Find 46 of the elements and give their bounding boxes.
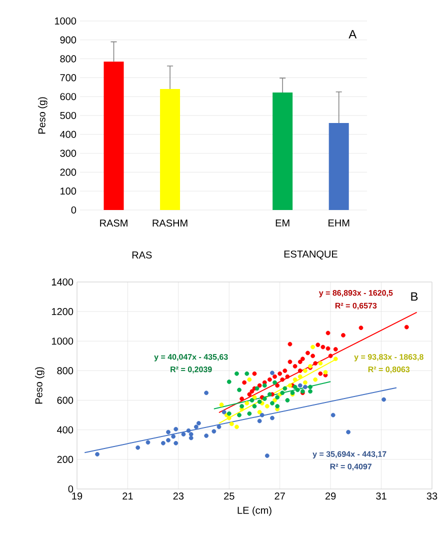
annotation: y = 93,83x - 1863,8 [354,354,424,362]
y-tick-label: 100 [60,188,76,195]
x-tick-label: 25 [224,492,234,500]
x-axis-title: LE (cm) [238,506,272,516]
y-tick-label: 400 [57,426,74,434]
text: RAS [132,251,152,259]
x-tick-label: EM [276,220,290,226]
y-axis-title: Peso (g) [38,97,48,134]
x-tick-label: EHM [328,220,350,226]
annotation: R² = 0,6573 [335,302,377,310]
x-tick-label: 29 [326,492,336,500]
y-axis-title: Peso (g) [35,367,44,404]
y-tick-label: 0 [71,206,76,214]
y-tick-label: 400 [60,130,76,138]
annotation: B [411,292,418,301]
y-tick-label: 1000 [52,338,74,345]
y-tick-label: 700 [60,74,76,82]
y-tick-label: 600 [57,396,74,404]
text: ESTANQUE [284,250,338,260]
annotation: R² = 0,2039 [170,366,212,374]
x-tick-label: 27 [274,492,285,500]
y-tick-label: 1000 [54,17,76,25]
y-tick-label: 800 [60,55,76,62]
y-tick-label: 600 [60,93,76,100]
y-tick-label: 500 [60,112,76,120]
y-tick-label: 1400 [52,278,74,286]
annotation: y = 40,047x - 435,63 [154,354,228,362]
y-tick-label: 1200 [52,308,74,316]
y-tick-label: 0 [68,485,74,493]
x-tick-label: 33 [426,492,438,500]
y-tick-label: 800 [57,367,74,374]
x-tick-label: 19 [72,492,82,500]
x-tick-label: 23 [173,492,184,500]
annotation: y = 35,694x - 443,17 [312,451,386,458]
annotation: A [348,30,357,38]
y-tick-label: 200 [60,168,76,176]
y-tick-label: 900 [60,36,76,44]
y-tick-label: 300 [60,150,76,157]
annotation: R² = 0,8063 [368,366,410,374]
y-tick-label: 200 [57,456,74,463]
x-tick-label: 31 [376,492,386,500]
x-tick-label: RASM [100,220,128,227]
x-tick-label: 21 [122,492,133,500]
annotation: y = 86,893x - 1620,5 [318,290,393,298]
annotation: R² = 0,4097 [330,464,372,471]
x-tick-label: RASHM [152,220,188,227]
